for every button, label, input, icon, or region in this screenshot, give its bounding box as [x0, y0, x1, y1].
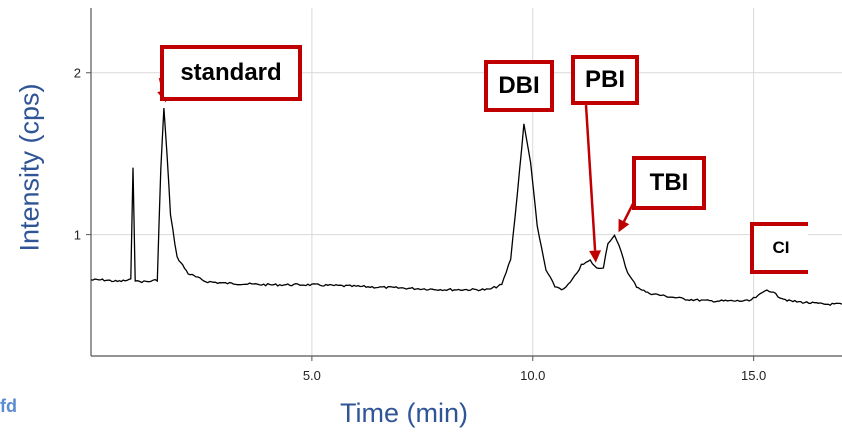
arrow-pbi-shaft	[584, 104, 597, 251]
chromatogram-trace	[90, 107, 842, 306]
cropped-text-fragment: fd	[0, 396, 17, 416]
annotation-dbi-label: DBI	[498, 72, 540, 99]
y-tick-label: 2	[74, 66, 81, 81]
series-layer	[90, 107, 842, 306]
x-tick-label: 10.0	[520, 368, 545, 383]
annotation-dbi: DBI	[484, 60, 554, 112]
x-tick-label: 15.0	[741, 368, 766, 383]
ticks-layer: 5.0 10.0 15.0 1 2	[74, 66, 767, 383]
axes-layer	[90, 8, 842, 357]
annotation-pbi: PBI	[571, 55, 639, 105]
y-axis-label: Intensity (cps)	[14, 83, 45, 252]
annotation-pbi-label: PBI	[584, 66, 625, 93]
annotation-tbi: TBI	[632, 156, 706, 210]
y-tick-label: 1	[74, 228, 81, 243]
annotation-tbi-label: TBI	[649, 169, 689, 196]
annotation-standard-label: standard	[180, 59, 282, 86]
annotation-ci: CI	[750, 222, 808, 274]
x-axis-label: Time (min)	[340, 398, 468, 428]
arrow-tbi-head	[618, 218, 630, 233]
annotation-ci-label: CI	[772, 238, 790, 257]
arrow-pbi-head	[589, 250, 602, 263]
x-tick-label: 5.0	[303, 368, 321, 383]
annotation-standard: standard	[160, 45, 302, 101]
